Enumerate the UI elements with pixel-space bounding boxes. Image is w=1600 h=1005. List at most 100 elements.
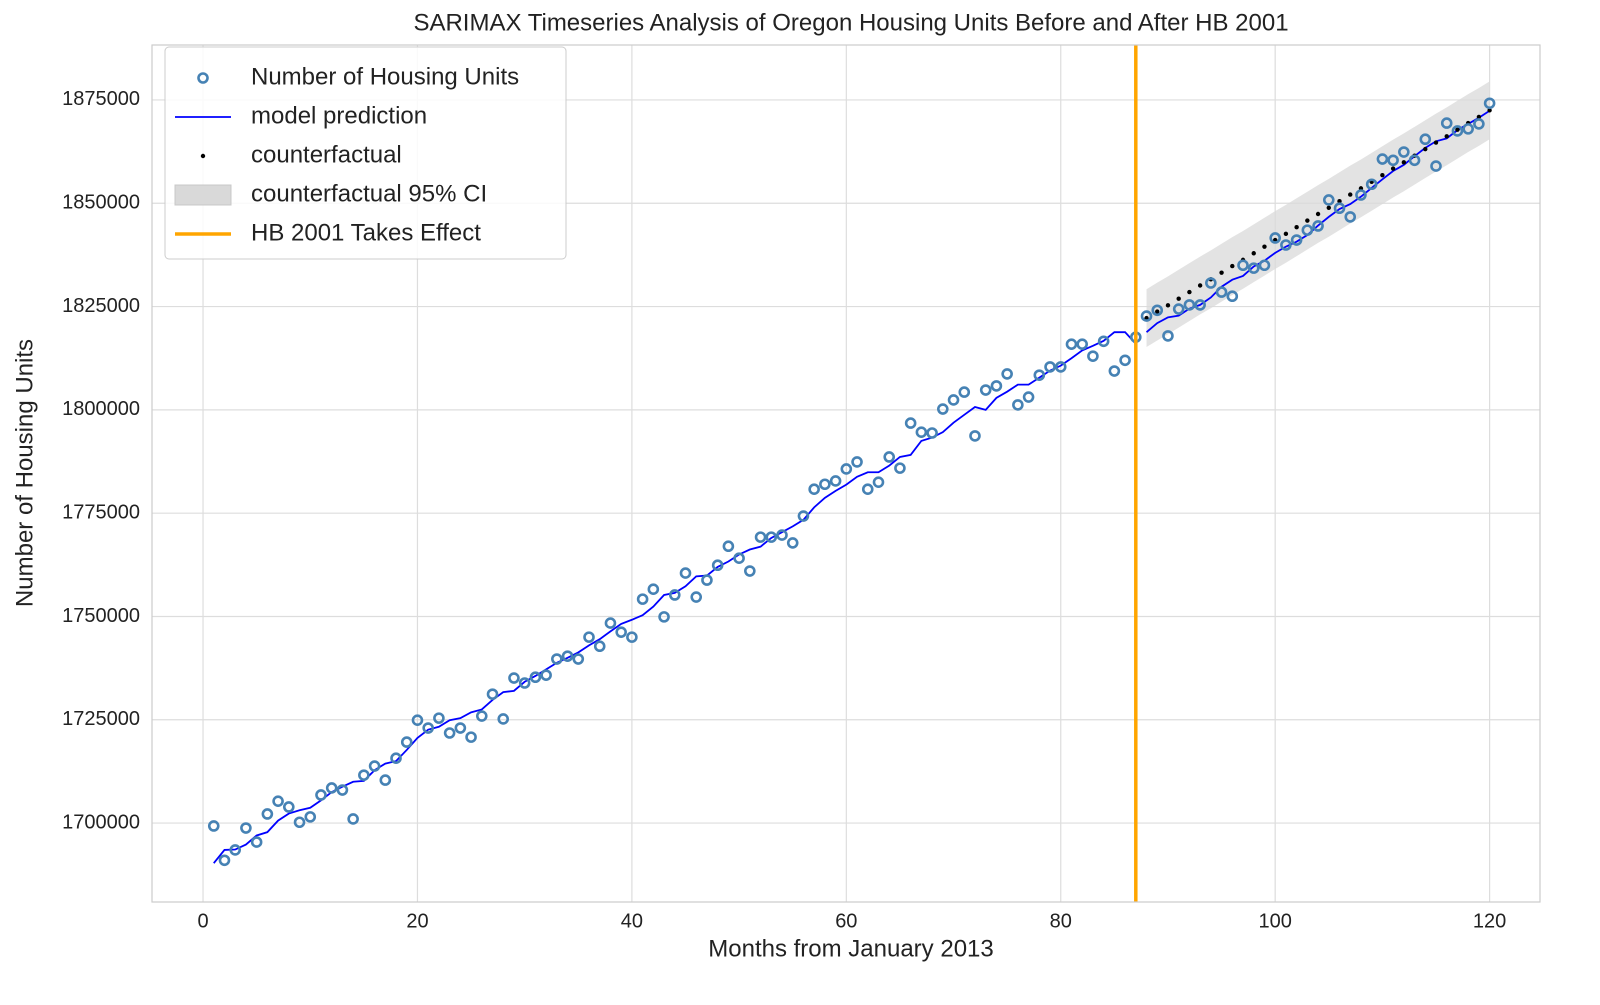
dot [1326, 205, 1331, 211]
point [465, 731, 477, 743]
point [443, 727, 456, 739]
point [1344, 211, 1357, 223]
point [508, 672, 520, 684]
legend-label: model prediction [251, 102, 427, 129]
point [1172, 303, 1185, 315]
x-tick-label: 120 [1473, 910, 1506, 932]
point [1226, 290, 1239, 303]
point [304, 811, 317, 823]
point [400, 736, 413, 748]
point [272, 795, 284, 807]
point [1065, 338, 1078, 350]
point [433, 712, 445, 724]
point [1280, 239, 1292, 251]
y-tick-label: 1850000 [62, 192, 140, 214]
point [701, 574, 713, 586]
point [636, 593, 649, 605]
point [1237, 259, 1249, 272]
legend-swatch [197, 72, 209, 84]
y-tick-label: 1800000 [62, 398, 140, 420]
point [1044, 361, 1056, 373]
y-tick-label: 1700000 [62, 811, 140, 833]
point [572, 653, 585, 665]
point [1301, 224, 1314, 236]
point [229, 844, 241, 856]
point [765, 531, 778, 543]
legend-label: HB 2001 Takes Effect [251, 219, 481, 246]
point [1140, 310, 1153, 322]
point [679, 567, 692, 579]
dot [1283, 231, 1289, 237]
legend: Number of Housing Units model prediction c… [164, 46, 567, 260]
point [947, 394, 960, 406]
legend-swatch [200, 153, 206, 159]
point [250, 836, 263, 848]
point [518, 677, 531, 689]
dot [1294, 225, 1299, 230]
dot [1176, 296, 1181, 301]
point [293, 816, 306, 829]
point [604, 617, 617, 629]
point [1483, 97, 1496, 110]
dot [1380, 172, 1385, 178]
point [754, 531, 767, 543]
point [1333, 202, 1346, 215]
legend-label: counterfactual [251, 141, 402, 168]
point [1473, 118, 1485, 130]
point [733, 552, 745, 565]
x-tick-label: 80 [1050, 910, 1072, 932]
point [497, 713, 510, 725]
dot [1187, 289, 1192, 295]
y-tick-label: 1775000 [62, 501, 140, 523]
point [1355, 189, 1367, 201]
chart-title: SARIMAX Timeseries Analysis of Oregon Ho… [413, 9, 1288, 36]
point [722, 540, 735, 553]
point [840, 463, 853, 475]
y-axis-label: Number of Housing Units [11, 339, 38, 607]
dot [1337, 198, 1342, 204]
plot-frame [151, 44, 1541, 903]
point [1451, 125, 1464, 137]
y-tick-label: 1825000 [62, 295, 140, 317]
grid [152, 45, 1540, 902]
point [390, 752, 402, 765]
dot [1197, 283, 1203, 288]
point [690, 591, 703, 603]
point [1108, 365, 1121, 377]
point [561, 650, 574, 662]
point [218, 854, 231, 867]
point [1012, 399, 1024, 411]
point [615, 626, 627, 638]
point [551, 653, 563, 665]
point [1119, 354, 1131, 367]
x-tick-label: 0 [197, 910, 208, 932]
point [1430, 160, 1442, 172]
point [990, 380, 1003, 392]
point [786, 537, 799, 549]
x-tick-label: 20 [406, 910, 428, 932]
point [872, 476, 885, 488]
point [283, 801, 295, 813]
dot [1348, 192, 1353, 197]
x-axis-label: Months from January 2013 [708, 935, 993, 962]
point [647, 583, 660, 595]
dot [1423, 146, 1428, 152]
point [593, 640, 606, 653]
point [261, 808, 274, 820]
dot [1251, 251, 1256, 256]
dot [1230, 263, 1235, 269]
y-tick-label: 1750000 [62, 605, 140, 627]
point [411, 714, 424, 726]
dot [1487, 108, 1492, 113]
dot [1315, 211, 1321, 217]
point [1440, 117, 1453, 129]
point [883, 451, 896, 463]
dot [1219, 270, 1224, 275]
point [315, 789, 327, 801]
point [336, 784, 349, 796]
point [1462, 123, 1474, 135]
point [1376, 153, 1389, 165]
point [915, 426, 928, 438]
dot [1476, 114, 1482, 120]
point [1387, 154, 1399, 167]
